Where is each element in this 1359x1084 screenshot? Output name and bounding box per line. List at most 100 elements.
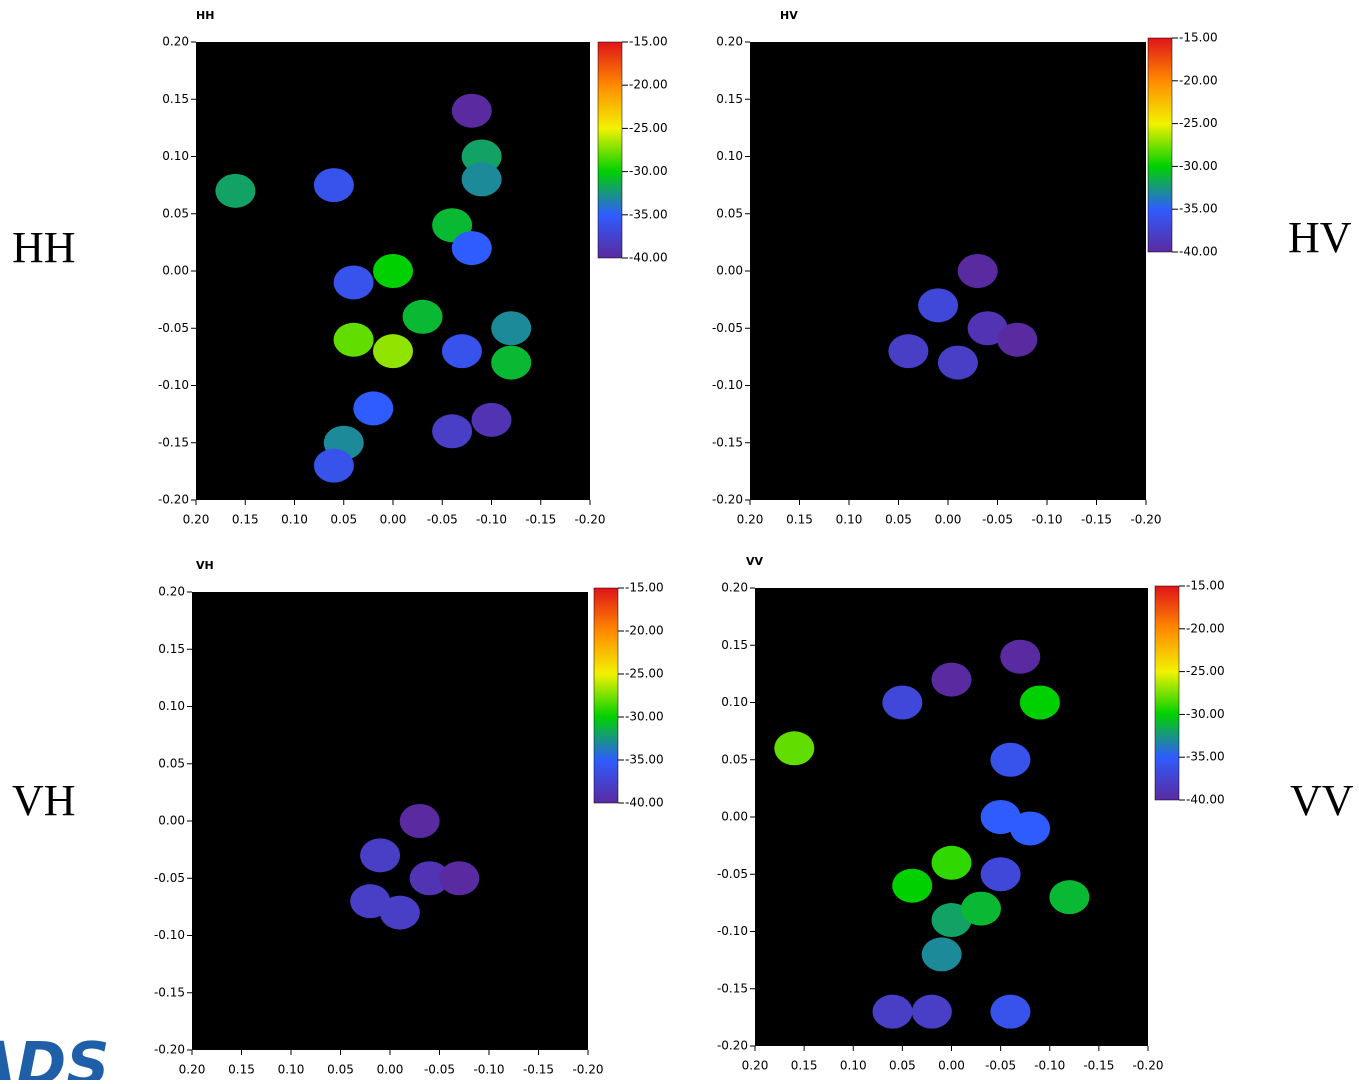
x-tick-label: 0.15 — [791, 1059, 818, 1073]
y-tick-label: -0.15 — [712, 435, 743, 449]
x-tick-label: 0.00 — [938, 1059, 965, 1073]
x-tick-label: 0.05 — [327, 1063, 354, 1077]
x-tick-label: 0.05 — [885, 513, 912, 527]
intensity-blob — [990, 994, 1031, 1029]
x-tick-label: 0.20 — [742, 1059, 769, 1073]
plot-background — [192, 592, 588, 1050]
x-tick-label: 0.00 — [377, 1063, 404, 1077]
plot-background — [755, 588, 1148, 1046]
y-tick-label: -0.15 — [717, 981, 748, 995]
intensity-blob — [1000, 639, 1041, 674]
cells — [774, 639, 1090, 1029]
intensity-blob — [888, 334, 929, 369]
side-label: HV — [1288, 213, 1352, 262]
colorbar-tick-label: -25.00 — [1186, 664, 1225, 678]
colorbar-tick-label: -15.00 — [1186, 579, 1225, 593]
colorbar-tick-label: -40.00 — [629, 251, 668, 265]
intensity-blob — [313, 168, 354, 203]
y-tick-label: -0.05 — [154, 871, 185, 885]
y-tick-label: 0.05 — [716, 206, 743, 220]
intensity-blob — [980, 857, 1021, 892]
y-tick-label: 0.00 — [162, 264, 189, 278]
colorbar-tick-label: -25.00 — [625, 667, 664, 681]
x-tick-label: 0.20 — [183, 513, 210, 527]
colorbar-tick-label: -40.00 — [625, 796, 664, 810]
x-tick-label: 0.00 — [380, 513, 407, 527]
intensity-blob — [957, 254, 998, 288]
intensity-blob — [892, 868, 933, 903]
y-tick-label: -0.10 — [154, 928, 185, 942]
colorbar-tick-label: -35.00 — [625, 753, 664, 767]
y-tick-label: 0.20 — [162, 35, 189, 49]
y-tick-label: 0.15 — [162, 92, 189, 106]
y-tick-label: -0.15 — [154, 985, 185, 999]
panel-title: HV — [780, 9, 798, 22]
intensity-blob — [353, 391, 394, 426]
intensity-blob — [451, 231, 492, 266]
intensity-blob — [439, 861, 480, 896]
intensity-blob — [402, 299, 443, 334]
panel-title: VH — [196, 559, 214, 572]
y-tick-label: 0.15 — [721, 638, 748, 652]
intensity-blob — [432, 414, 473, 449]
x-tick-label: -0.05 — [985, 1059, 1016, 1073]
intensity-blob — [399, 804, 440, 838]
colorbar-tick-label: -30.00 — [625, 710, 664, 724]
panel: VV VV 0.20 0.15 0.10 0.05 0.00 -0.05 -0.10 -0.15 -… — [717, 555, 1354, 1073]
y-tick-label: -0.05 — [158, 321, 189, 335]
colorbar-tick-label: -30.00 — [629, 164, 668, 178]
intensity-blob — [1049, 880, 1090, 915]
x-tick-label: -0.15 — [1083, 1059, 1114, 1073]
colorbar-tick-label: -20.00 — [1186, 621, 1225, 635]
x-tick-label: -0.15 — [525, 513, 556, 527]
colorbar-tick-label: -30.00 — [1186, 707, 1225, 721]
x-tick-label: -0.20 — [1130, 513, 1161, 527]
intensity-blob — [918, 288, 959, 323]
cells — [350, 804, 480, 930]
x-tick-label: 0.15 — [786, 513, 813, 527]
intensity-blob — [931, 662, 972, 697]
intensity-blob — [441, 334, 482, 369]
colorbar-tick-label: -20.00 — [1179, 73, 1218, 87]
intensity-blob — [379, 895, 420, 930]
y-tick-label: 0.00 — [158, 814, 185, 828]
y-tick-label: 0.00 — [721, 810, 748, 824]
y-tick-label: -0.05 — [717, 867, 748, 881]
y-tick-label: -0.20 — [158, 493, 189, 507]
intensity-blob — [997, 322, 1038, 357]
intensity-blob — [931, 845, 972, 880]
y-tick-label: 0.20 — [721, 581, 748, 595]
x-tick-label: -0.15 — [523, 1063, 554, 1077]
intensity-blob — [882, 685, 923, 720]
x-tick-label: -0.05 — [427, 513, 458, 527]
x-tick-label: -0.05 — [982, 513, 1013, 527]
y-tick-label: -0.10 — [158, 378, 189, 392]
y-tick-label: 0.15 — [716, 92, 743, 106]
side-label: HH — [12, 223, 76, 272]
intensity-blob — [373, 334, 413, 369]
intensity-blob — [471, 402, 512, 437]
y-tick-label: -0.05 — [712, 321, 743, 335]
intensity-blob — [491, 311, 532, 346]
logo: ADS — [0, 1030, 109, 1080]
x-tick-label: 0.20 — [179, 1063, 206, 1077]
panel-title: VV — [746, 555, 764, 568]
colorbar-tick-label: -35.00 — [1186, 750, 1225, 764]
colorbar-tick-label: -40.00 — [1179, 245, 1218, 259]
y-tick-label: 0.10 — [162, 149, 189, 163]
intensity-blob — [921, 937, 962, 972]
colorbar — [597, 41, 623, 259]
colorbar-tick-label: -20.00 — [629, 78, 668, 92]
intensity-blob — [451, 93, 492, 128]
intensity-blob — [360, 838, 401, 873]
y-tick-label: -0.20 — [712, 493, 743, 507]
intensity-blob — [409, 861, 450, 896]
y-tick-label: 0.05 — [162, 206, 189, 220]
panel: VH VH 0.20 0.15 0.10 0.05 0.00 -0.05 -0.10 -0.15 -… — [12, 559, 664, 1077]
side-label: VH — [12, 776, 76, 825]
colorbar — [1154, 585, 1180, 801]
intensity-blob — [960, 891, 1001, 926]
colorbar-tick-label: -15.00 — [625, 581, 664, 595]
y-tick-label: -0.15 — [158, 435, 189, 449]
intensity-blob — [967, 311, 1008, 346]
